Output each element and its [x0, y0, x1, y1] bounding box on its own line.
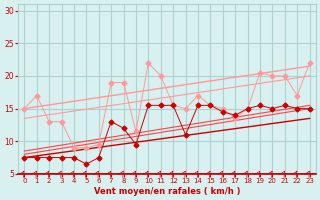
X-axis label: Vent moyen/en rafales ( km/h ): Vent moyen/en rafales ( km/h )	[94, 187, 240, 196]
